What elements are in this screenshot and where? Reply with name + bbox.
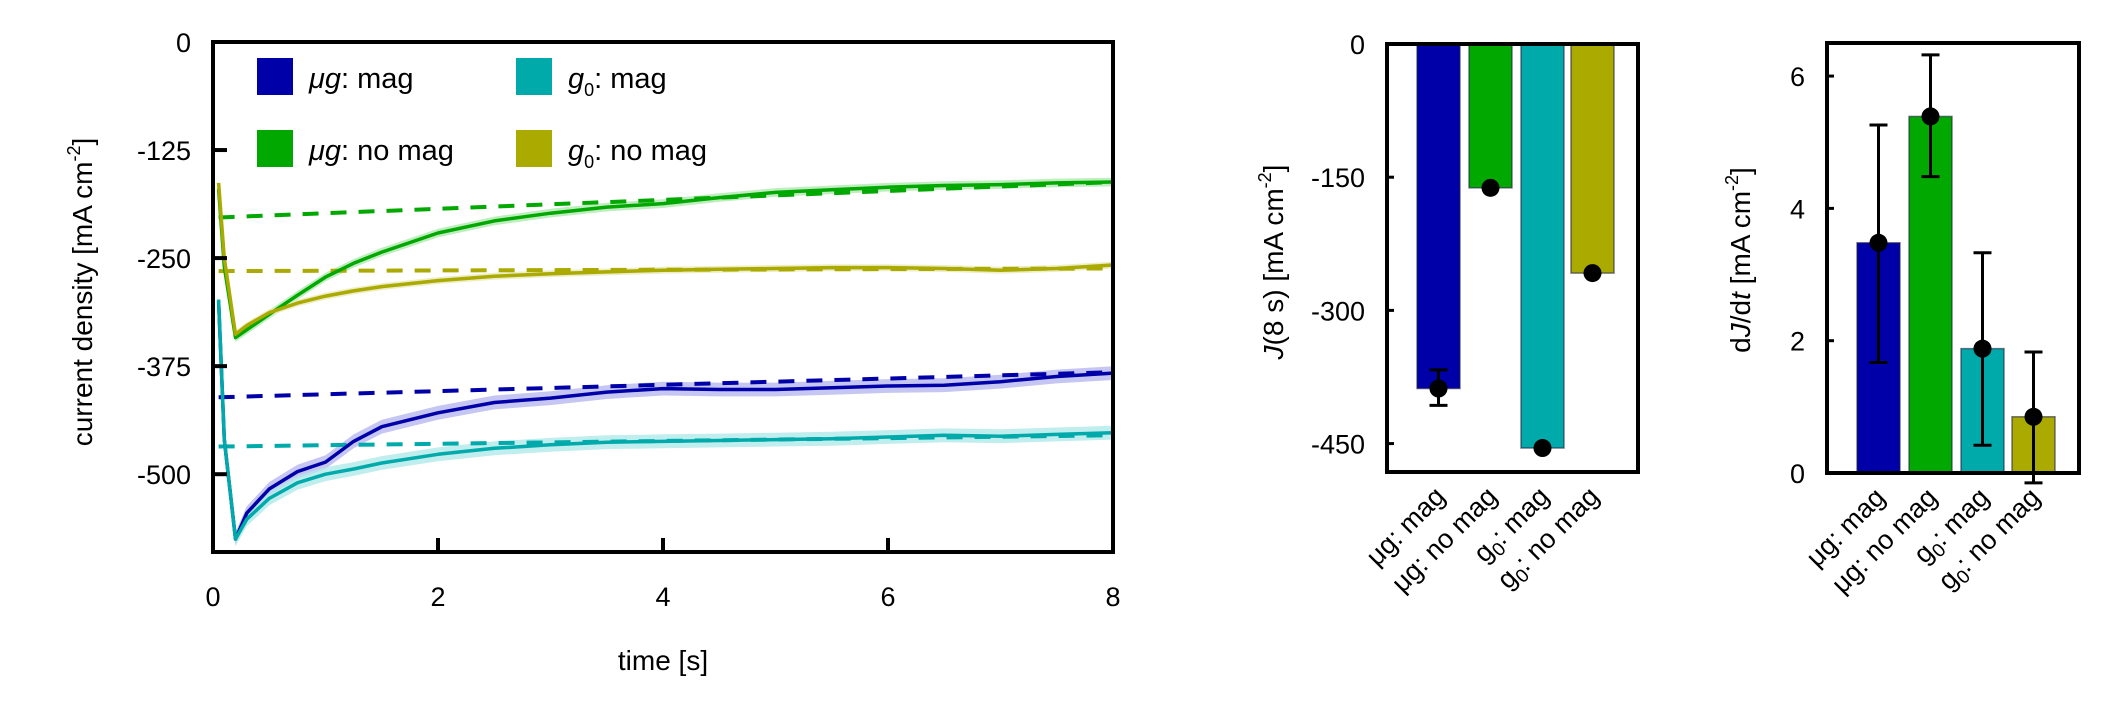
std-band [218, 294, 1114, 546]
y-axis-label: dJ/dt [mA cm-2] [1722, 167, 1756, 353]
y-tick-label: 6 [1790, 62, 1805, 92]
fit-dashed-line [218, 433, 1114, 449]
legend-swatch [516, 130, 552, 167]
x-tick-label: 8 [1105, 582, 1120, 612]
mean-marker [2024, 407, 2043, 426]
x-tick-label: 4 [655, 582, 670, 612]
x-axis-ticks: 0 2 4 6 8 [205, 538, 1121, 612]
mean-marker [1869, 233, 1888, 252]
y-tick-label: 2 [1790, 327, 1805, 357]
y-tick-label: 0 [1350, 30, 1365, 60]
bars [1856, 53, 2056, 485]
legend: μg: mag g0: mag μg: no mag g0: no mag [257, 58, 707, 172]
y-axis-ticks: 0 -125 -250 -375 -500 [137, 28, 227, 490]
y-axis-ticks: 0 -150 -300 -450 [1311, 30, 1394, 460]
bars [1416, 43, 1615, 458]
y-axis-ticks: 0 2 4 6 [1790, 62, 1834, 489]
y-tick-label: 0 [176, 28, 191, 58]
y-tick-label: -250 [137, 244, 191, 274]
mean-marker [1429, 379, 1448, 398]
legend-label: g0: no mag [568, 135, 707, 172]
y-tick-label: -125 [137, 136, 191, 166]
legend-label: g0: mag [568, 63, 667, 100]
x-tick-label: 0 [205, 582, 220, 612]
fit-dashed-line [218, 266, 1114, 274]
data-line [216, 301, 1114, 541]
bar [1570, 43, 1615, 274]
confidence-bands [218, 177, 1114, 546]
bar [1468, 43, 1513, 189]
bar [1520, 43, 1565, 449]
fit-dashed-line [218, 370, 1114, 400]
mean-marker [1583, 264, 1602, 283]
std-band [218, 292, 1114, 546]
mean-marker [1533, 439, 1552, 458]
data-line [216, 182, 1114, 336]
mean-marker [1973, 339, 1992, 358]
x-axis-label: time [s] [618, 645, 708, 676]
x-tick-label: 2 [430, 582, 445, 612]
bar [1416, 43, 1461, 390]
y-axis-label: J(8 s) [mA cm-2] [1255, 165, 1289, 361]
x-tick-label: 6 [880, 582, 895, 612]
fit-dashed-line [218, 180, 1114, 220]
fit-lines [218, 180, 1114, 449]
y-tick-label: -450 [1311, 430, 1365, 460]
data-lines [216, 180, 1114, 541]
mean-marker [1921, 107, 1940, 126]
y-tick-label: -150 [1311, 163, 1365, 193]
y-tick-label: -375 [137, 352, 191, 382]
data-line [216, 299, 1114, 541]
y-tick-label: -500 [137, 460, 191, 490]
y-tick-label: 4 [1790, 194, 1805, 224]
mean-marker [1481, 178, 1500, 197]
y-tick-label: -300 [1311, 296, 1365, 326]
legend-swatch [516, 58, 552, 95]
legend-label: μg: no mag [308, 135, 454, 167]
legend-swatch [257, 130, 293, 167]
plot-frame [1825, 41, 2081, 475]
legend-label: μg: mag [308, 63, 414, 95]
y-tick-label: 0 [1790, 459, 1805, 489]
y-axis-label: current density [mA cm-2] [64, 138, 98, 447]
plot-frame [1385, 42, 1640, 474]
legend-swatch [257, 58, 293, 95]
data-line [216, 180, 1114, 340]
